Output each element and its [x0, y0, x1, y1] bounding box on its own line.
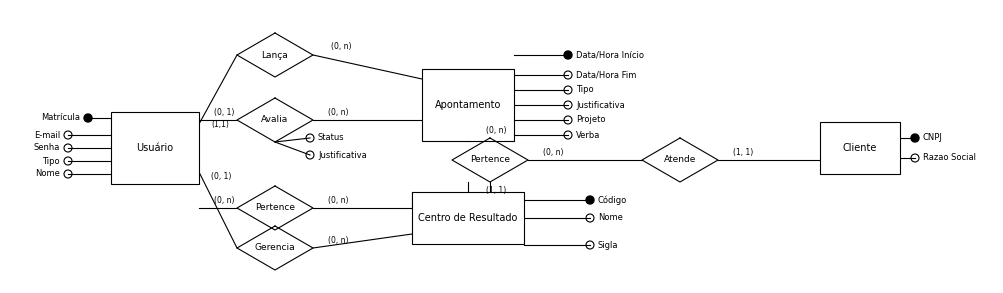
Text: Data/Hora Início: Data/Hora Início: [576, 50, 643, 59]
Bar: [411, 192, 524, 244]
Text: Gerencia: Gerencia: [255, 243, 295, 253]
Text: Pertence: Pertence: [469, 156, 510, 164]
Text: (0, n): (0, n): [328, 236, 348, 246]
Text: Apontamento: Apontamento: [434, 100, 500, 110]
Text: Tipo: Tipo: [42, 156, 60, 166]
Text: (1, 1): (1, 1): [732, 149, 752, 158]
Text: Tipo: Tipo: [576, 86, 593, 95]
Text: Nome: Nome: [35, 169, 60, 178]
Bar: [819, 122, 899, 174]
Text: CNPJ: CNPJ: [922, 134, 942, 142]
Text: (0, 1): (0, 1): [214, 108, 234, 117]
Text: Matrícula: Matrícula: [41, 113, 80, 122]
Text: (0, 1): (0, 1): [211, 171, 231, 180]
Circle shape: [586, 196, 594, 204]
Text: Verba: Verba: [576, 130, 600, 139]
Text: Atende: Atende: [663, 156, 695, 164]
Text: Lança: Lança: [262, 50, 288, 59]
Text: (0, n): (0, n): [543, 149, 563, 158]
Circle shape: [910, 134, 918, 142]
Text: (0, n): (0, n): [214, 197, 235, 205]
Text: Sigla: Sigla: [598, 241, 618, 250]
Text: Avalia: Avalia: [261, 115, 288, 125]
Circle shape: [564, 51, 572, 59]
Text: Cliente: Cliente: [842, 143, 877, 153]
Text: Justificativa: Justificativa: [576, 100, 624, 110]
Circle shape: [84, 114, 92, 122]
Text: Pertence: Pertence: [255, 204, 295, 212]
Text: (0, n): (0, n): [331, 42, 351, 52]
Text: E-mail: E-mail: [34, 130, 60, 139]
Text: Senha: Senha: [33, 144, 60, 152]
Text: Status: Status: [318, 134, 344, 142]
Bar: [421, 69, 514, 141]
Text: Usuário: Usuário: [136, 143, 174, 153]
Text: Código: Código: [598, 195, 627, 205]
Text: Justificativa: Justificativa: [318, 151, 366, 159]
Text: (0, n): (0, n): [328, 197, 348, 205]
Text: (1, 1): (1, 1): [485, 185, 506, 195]
Text: (0, n): (0, n): [328, 108, 348, 117]
Text: Razao Social: Razao Social: [922, 154, 975, 163]
Bar: [111, 112, 199, 184]
Text: Projeto: Projeto: [576, 115, 605, 125]
Text: (1,1): (1,1): [211, 120, 229, 129]
Text: Nome: Nome: [598, 214, 622, 222]
Text: (0, n): (0, n): [485, 125, 506, 134]
Text: Data/Hora Fim: Data/Hora Fim: [576, 71, 636, 79]
Text: Centro de Resultado: Centro de Resultado: [418, 213, 518, 223]
